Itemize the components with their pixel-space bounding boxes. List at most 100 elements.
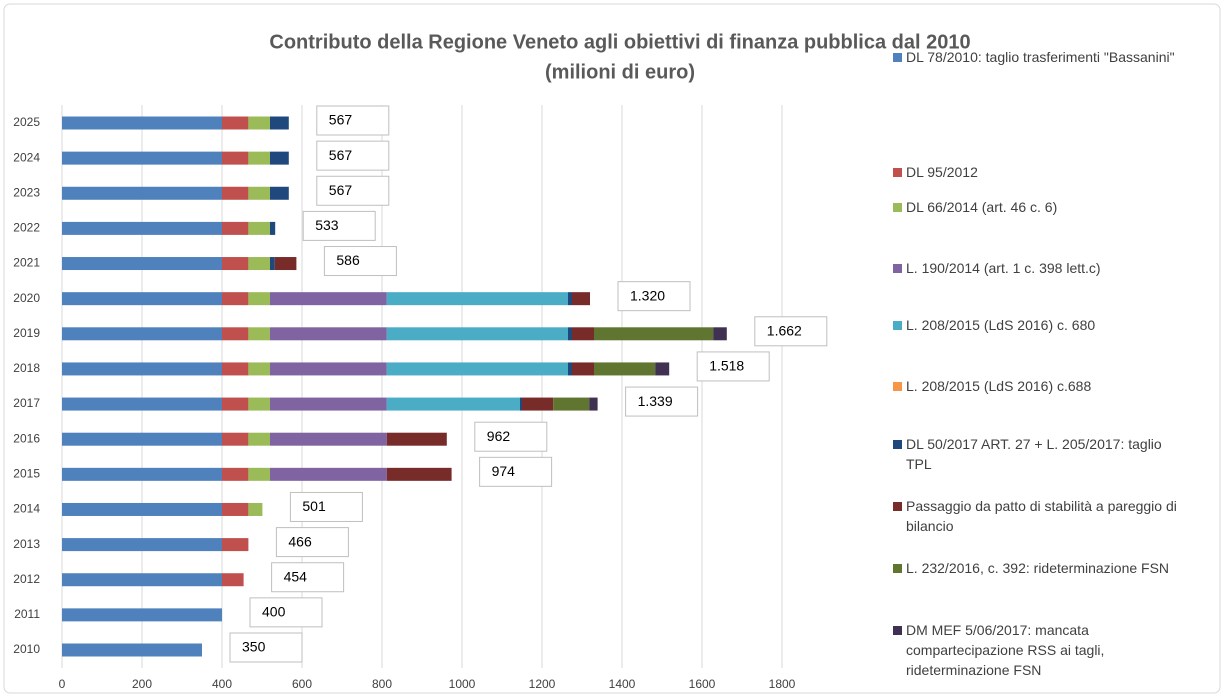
bar-segment [270, 432, 387, 446]
total-label-box [323, 246, 397, 277]
bar-segment [655, 362, 670, 376]
bar-segment [568, 292, 572, 306]
bar-segment [222, 186, 249, 200]
legend-swatch [893, 382, 902, 391]
bar-segment [386, 362, 568, 376]
total-label-box [474, 421, 548, 452]
legend-swatch [893, 502, 902, 511]
total-label-box [625, 386, 699, 417]
y-tick-label: 2022 [13, 221, 40, 235]
y-tick-label: 2023 [13, 185, 40, 199]
bar-segment [62, 643, 202, 657]
legend-item: DM MEF 5/06/2017: mancata compartecipazi… [893, 620, 1113, 680]
bar-segment [270, 397, 387, 411]
total-label: 533 [315, 217, 339, 233]
total-label: 567 [329, 147, 353, 163]
legend-swatch [893, 203, 902, 212]
total-label: 1.518 [709, 358, 744, 374]
legend-label: L. 232/2016, c. 392: rideterminazione FS… [906, 560, 1170, 576]
y-tick-label: 2025 [13, 115, 40, 129]
bar-segment [270, 362, 387, 376]
bar-segment [386, 327, 568, 341]
bar-segment [270, 467, 387, 481]
x-tick-label: 400 [212, 677, 232, 691]
total-label: 454 [284, 568, 308, 584]
bar-segment [248, 151, 270, 165]
chart-frame [3, 3, 1221, 694]
y-tick-label: 2019 [13, 326, 40, 340]
legend-item: L. 208/2015 (LdS 2016) c. 680 [893, 315, 1183, 335]
y-tick-label: 2014 [13, 502, 40, 516]
bar-segment [222, 538, 249, 552]
bar-segment [572, 362, 594, 376]
legend-item: DL 95/2012 [893, 162, 1183, 182]
total-label: 567 [329, 112, 353, 128]
y-tick-label: 2010 [13, 642, 40, 656]
bar-segment [386, 397, 520, 411]
bar-segment [553, 397, 590, 411]
bar-segment [270, 221, 276, 235]
total-label-box [249, 597, 323, 628]
x-tick-label: 600 [292, 677, 312, 691]
bar-segment [222, 432, 249, 446]
bar-segment [62, 502, 222, 516]
total-label-box [289, 491, 363, 522]
total-label-box [696, 351, 770, 382]
y-tick-label: 2013 [13, 537, 40, 551]
total-label: 400 [262, 604, 286, 620]
bar-segment [222, 151, 249, 165]
total-label-box [754, 316, 828, 347]
x-tick-label: 200 [132, 677, 152, 691]
total-label-box [316, 105, 390, 136]
total-label-box [479, 456, 553, 487]
bar-segment [62, 292, 222, 306]
bar-segment [248, 186, 270, 200]
total-label: 1.339 [638, 393, 673, 409]
bar-segment [222, 116, 249, 130]
total-label-box [617, 281, 691, 312]
bar-segment [222, 257, 249, 271]
total-label: 350 [242, 639, 266, 655]
bar-segment [248, 502, 263, 516]
bar-segment [270, 292, 387, 306]
x-tick-label: 0 [59, 677, 66, 691]
bar-segment [62, 608, 222, 622]
x-tick-label: 1200 [529, 677, 556, 691]
bar-segment [248, 257, 270, 271]
bar-segment [62, 432, 222, 446]
bar-segment [594, 327, 714, 341]
bar-segment [713, 327, 727, 341]
total-label: 501 [302, 498, 326, 514]
x-tick-label: 1400 [609, 677, 636, 691]
total-label-box [316, 140, 390, 171]
y-tick-label: 2018 [13, 361, 40, 375]
legend-item: DL 50/2017 ART. 27 + L. 205/2017: taglio… [893, 434, 1183, 474]
legend-item: L. 190/2014 (art. 1 c. 398 lett.c) [893, 258, 1183, 278]
bar-segment [572, 292, 590, 306]
y-tick-label: 2020 [13, 291, 40, 305]
legend-item: L. 208/2015 (LdS 2016) c.688 [893, 376, 1183, 396]
bar-segment [62, 151, 222, 165]
bar-segment [274, 257, 297, 271]
total-label: 586 [336, 252, 360, 268]
bar-segment [248, 397, 270, 411]
bar-segment [62, 257, 222, 271]
bar-segment [386, 467, 452, 481]
bar-segment [386, 432, 447, 446]
y-tick-label: 2015 [13, 467, 40, 481]
legend-label: L. 208/2015 (LdS 2016) c.688 [906, 378, 1092, 394]
bar-segment [270, 151, 289, 165]
total-label: 1.320 [630, 287, 665, 303]
bar-segment [62, 397, 222, 411]
y-tick-label: 2017 [13, 396, 40, 410]
x-tick-label: 1800 [769, 677, 796, 691]
legend-label: DL 66/2014 (art. 46 c. 6) [906, 199, 1058, 215]
total-label: 567 [329, 182, 353, 198]
legend-label: DL 95/2012 [906, 164, 978, 180]
bar-segment [222, 292, 249, 306]
total-label-box [316, 175, 390, 206]
bar-segment [62, 538, 222, 552]
bar-segment [222, 397, 249, 411]
bar-segment [248, 432, 270, 446]
